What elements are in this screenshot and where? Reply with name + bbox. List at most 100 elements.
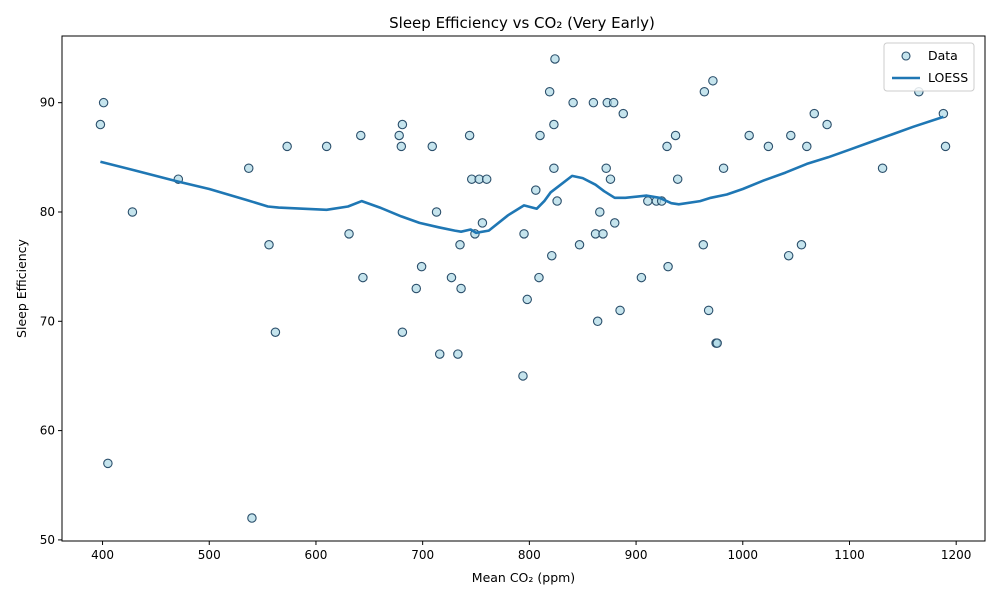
y-tick-label: 60 bbox=[40, 424, 55, 438]
loess-line bbox=[100, 115, 944, 235]
y-axis-ticks: 50 60 70 80 90 bbox=[40, 96, 62, 547]
plot-area bbox=[95, 54, 951, 523]
data-point bbox=[103, 458, 113, 469]
x-tick-label: 900 bbox=[625, 548, 648, 562]
data-point bbox=[615, 305, 625, 316]
data-point bbox=[568, 97, 578, 108]
data-point bbox=[703, 305, 714, 316]
axes-frame bbox=[61, 35, 986, 542]
data-point bbox=[247, 513, 257, 523]
x-tick-label: 800 bbox=[518, 548, 541, 562]
data-point bbox=[718, 163, 729, 174]
data-point bbox=[712, 338, 722, 348]
data-point bbox=[531, 185, 541, 195]
chart-title: Sleep Efficiency vs CO₂ (Very Early) bbox=[389, 14, 655, 32]
x-axis-ticks: 400 500 600 700 800 900 1000 1100 1200 bbox=[91, 541, 971, 562]
legend-marker-data bbox=[901, 51, 911, 61]
data-point bbox=[662, 141, 672, 152]
data-point bbox=[356, 130, 366, 141]
data-point bbox=[264, 240, 274, 250]
data-point bbox=[243, 163, 254, 174]
data-point bbox=[588, 97, 599, 108]
y-axis-label: Sleep Efficiency bbox=[14, 238, 29, 338]
x-tick-label: 700 bbox=[411, 548, 434, 562]
data-point bbox=[446, 272, 457, 283]
data-point bbox=[796, 240, 807, 250]
data-point bbox=[699, 86, 710, 97]
data-point bbox=[605, 174, 616, 184]
data-point bbox=[549, 163, 559, 174]
data-point bbox=[809, 108, 820, 119]
data-point bbox=[708, 76, 718, 86]
data-point bbox=[397, 327, 408, 337]
legend-label-loess: LOESS bbox=[928, 70, 968, 85]
data-point bbox=[456, 283, 466, 294]
data-point bbox=[643, 196, 653, 206]
data-point bbox=[544, 86, 555, 97]
data-point bbox=[397, 119, 408, 130]
legend-label-data: Data bbox=[928, 48, 958, 63]
data-point bbox=[547, 250, 557, 261]
data-point bbox=[549, 119, 559, 130]
legend: Data LOESS bbox=[883, 42, 975, 92]
x-tick-label: 1200 bbox=[941, 548, 972, 562]
x-tick-label: 1100 bbox=[834, 548, 865, 562]
data-point bbox=[519, 229, 529, 239]
x-axis-label: Mean CO₂ (ppm) bbox=[472, 570, 575, 585]
data-point bbox=[411, 283, 422, 294]
data-point bbox=[744, 130, 754, 141]
data-point bbox=[98, 97, 109, 108]
data-point bbox=[534, 272, 544, 283]
data-point bbox=[940, 141, 951, 152]
data-point bbox=[477, 218, 488, 228]
data-point bbox=[95, 119, 106, 130]
x-tick-label: 600 bbox=[305, 548, 328, 562]
data-point bbox=[127, 207, 138, 217]
data-point bbox=[672, 174, 683, 184]
data-point bbox=[574, 240, 585, 250]
data-point bbox=[608, 97, 619, 108]
data-point bbox=[344, 229, 354, 239]
data-point bbox=[481, 174, 492, 184]
data-point bbox=[822, 119, 832, 130]
y-tick-label: 90 bbox=[40, 96, 55, 110]
x-tick-label: 500 bbox=[198, 548, 221, 562]
data-point bbox=[592, 316, 603, 327]
data-point bbox=[396, 141, 407, 152]
data-point bbox=[321, 141, 332, 152]
data-point bbox=[601, 163, 611, 174]
data-point bbox=[431, 207, 442, 217]
data-point bbox=[270, 327, 281, 337]
data-point bbox=[358, 272, 368, 283]
data-point bbox=[522, 294, 532, 305]
data-point bbox=[609, 218, 620, 228]
data-point bbox=[663, 261, 673, 272]
data-point bbox=[416, 261, 427, 272]
data-point bbox=[552, 196, 562, 206]
data-point bbox=[786, 130, 796, 141]
data-point bbox=[877, 163, 888, 174]
y-tick-label: 50 bbox=[40, 533, 55, 547]
data-point bbox=[802, 141, 812, 152]
data-point bbox=[763, 141, 774, 152]
data-point bbox=[636, 272, 647, 283]
data-point bbox=[282, 141, 292, 152]
data-point bbox=[595, 207, 605, 217]
data-point bbox=[550, 54, 560, 64]
x-tick-label: 400 bbox=[91, 548, 114, 562]
data-point bbox=[427, 141, 438, 152]
data-point bbox=[453, 349, 463, 359]
data-point bbox=[783, 250, 794, 261]
data-point bbox=[670, 130, 681, 141]
data-point bbox=[455, 240, 465, 250]
data-point bbox=[598, 229, 608, 239]
data-point bbox=[394, 130, 404, 141]
data-point bbox=[518, 371, 528, 381]
y-tick-label: 80 bbox=[40, 205, 55, 219]
x-tick-label: 1000 bbox=[728, 548, 759, 562]
data-point bbox=[535, 130, 545, 141]
data-point bbox=[618, 108, 629, 119]
data-point bbox=[464, 130, 475, 141]
y-tick-label: 70 bbox=[40, 314, 55, 328]
